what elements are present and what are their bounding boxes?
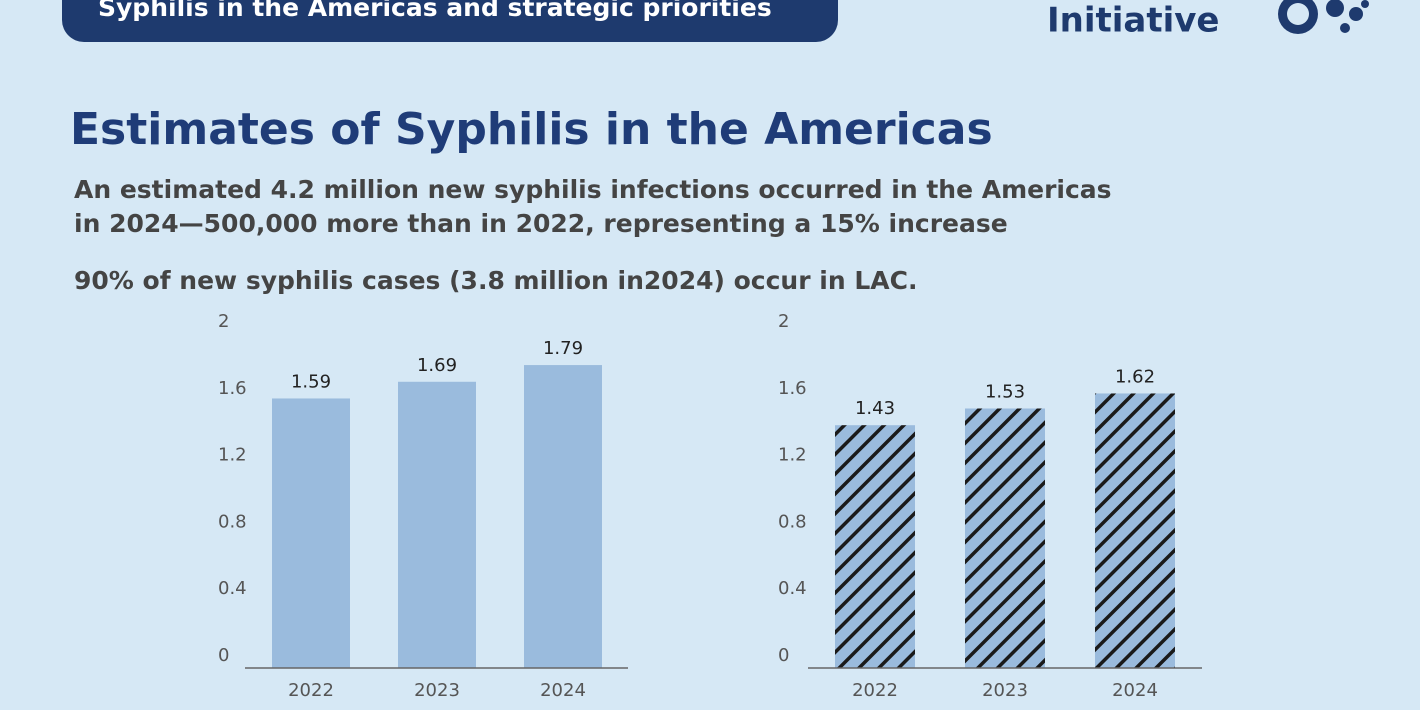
x-tick-label: 2024 [1112,680,1158,701]
x-tick-label: 2024 [540,680,586,701]
x-tick-label: 2022 [288,680,334,701]
subtitle: in 2024—500,000 more than in 2022, repre… [74,209,1008,238]
y-tick-label: 1.6 [778,378,807,399]
bar [524,365,602,668]
value-label: 1.79 [543,338,583,359]
subtitle: An estimated 4.2 million new syphilis in… [74,175,1112,204]
y-tick-label: 0 [218,645,229,666]
value-label: 1.59 [291,371,331,392]
y-tick-label: 1.2 [218,445,247,466]
y-tick-label: 0 [778,645,789,666]
y-tick-label: 1.2 [778,445,807,466]
y-tick-label: 0.8 [778,511,807,532]
title: Estimates of Syphilis in the Americas [70,104,993,155]
y-tick-label: 2 [218,311,229,332]
logo-text: Elimination [1047,0,1263,9]
banner [62,0,838,42]
note: 90% of new syphilis cases (3.8 million i… [74,266,917,295]
x-tick-label: 2022 [852,680,898,701]
value-label: 1.43 [855,398,895,419]
y-tick-label: 0.8 [218,511,247,532]
x-tick-label: 2023 [414,680,460,701]
logo-mark [1278,0,1369,34]
bar [835,425,915,668]
x-tick-label: 2023 [982,680,1028,701]
bar [398,381,476,668]
logo-text: Initiative [1047,1,1220,41]
y-tick-label: 0.4 [778,578,807,599]
bar [1095,393,1175,668]
value-label: 1.53 [985,381,1025,402]
banner-text: Syphilis in the Americas and strategic p… [98,0,772,22]
y-tick-label: 1.6 [218,378,247,399]
y-tick-label: 2 [778,311,789,332]
bar [272,398,350,668]
y-tick-label: 0.4 [218,578,247,599]
value-label: 1.62 [1115,366,1155,387]
value-label: 1.69 [417,355,457,376]
bar [965,408,1045,668]
